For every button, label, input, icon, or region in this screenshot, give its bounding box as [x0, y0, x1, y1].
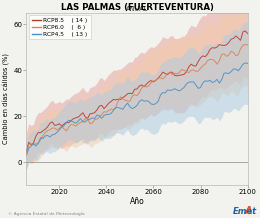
Text: © Agencia Estatal de Meteorología: © Agencia Estatal de Meteorología [8, 212, 85, 216]
Text: A: A [245, 206, 252, 216]
Y-axis label: Cambio en días cálidos (%): Cambio en días cálidos (%) [3, 53, 10, 144]
Title: LAS PALMAS (FUERTEVENTURA): LAS PALMAS (FUERTEVENTURA) [61, 3, 213, 12]
Text: ANUAL: ANUAL [126, 6, 148, 12]
X-axis label: Año: Año [130, 197, 144, 206]
Legend: RCP8.5    ( 14 ), RCP6.0    (  6 ), RCP4.5    ( 13 ): RCP8.5 ( 14 ), RCP6.0 ( 6 ), RCP4.5 ( 13… [29, 15, 90, 39]
Text: Emet: Emet [233, 207, 257, 216]
